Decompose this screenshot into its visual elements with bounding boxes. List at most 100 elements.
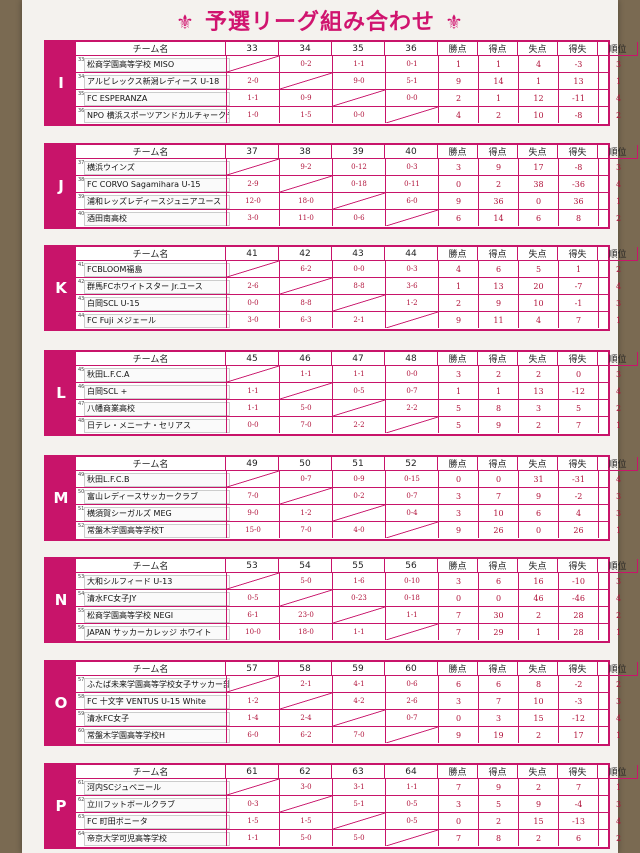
stat-cell: 4 [598, 710, 638, 726]
match-result-cell: 0-9 [279, 90, 332, 106]
group-table-o: O チーム名 57 58 59 60 勝点 得点 失点 得失 順位 57 ふたば未来学園高等学校女子サッ… [44, 660, 638, 746]
team-row: 42 群馬FCホワイトスター Jr.ユース 2-6 8-8 3-6 1 13 20 -7 4 [76, 278, 621, 295]
team-row: 44 FC Fuji メジェール 3-0 6-3 2-1 9 11 4 7 1 [76, 312, 621, 329]
stat-cell: 2 [518, 727, 558, 743]
stat-cell: 0 [438, 710, 478, 726]
stat-cell: 9 [478, 417, 518, 433]
group-table-l: L チーム名 45 46 47 48 勝点 得点 失点 得失 順位 45 秋田L.F.C.A 1-1 1-1… [44, 350, 638, 436]
page-title: ⚜ 予選リーグ組み合わせ ⚜ [176, 10, 464, 35]
team-name: 秋田L.F.C.A [84, 368, 230, 382]
match-column-header: 52 [385, 457, 438, 471]
group-letter: M [46, 457, 76, 539]
match-result-cell: 7-0 [332, 727, 385, 743]
stat-cell: 0 [478, 590, 518, 606]
stat-cell: 6 [478, 261, 518, 277]
group-letter: K [46, 247, 76, 329]
match-column-header: 50 [279, 457, 332, 471]
match-score: 15-0 [245, 526, 261, 534]
stat-cell: 38 [518, 176, 558, 192]
team-number: 38 [78, 177, 85, 183]
match-column-header: 48 [385, 352, 438, 366]
match-column-header: 53 [226, 559, 279, 573]
team-number: 62 [78, 797, 85, 803]
team-name: 富山レディースサッカークラブ [84, 490, 230, 504]
stat-cell: 46 [518, 590, 558, 606]
stat-cell: 2 [478, 366, 518, 382]
stat-column-header: 得失 [558, 765, 598, 779]
match-score: 2-6 [406, 697, 418, 705]
match-score: 9-0 [353, 77, 365, 85]
stat-cell: 3 [438, 159, 478, 175]
stat-cell: 4 [558, 505, 598, 521]
match-score: 5-0 [300, 577, 312, 585]
stat-cell: 4 [598, 813, 638, 829]
team-name-header: チーム名 [76, 247, 226, 261]
stat-cell: 9 [478, 779, 518, 795]
stat-cell: 3 [598, 295, 638, 311]
stat-cell: -2 [558, 488, 598, 504]
match-score: 0-5 [247, 594, 259, 602]
match-score: 18-0 [298, 628, 314, 636]
match-score: 2-1 [300, 680, 312, 688]
self-match-cell [385, 417, 438, 433]
match-score: 0-7 [300, 475, 312, 483]
match-column-header: 33 [226, 42, 279, 56]
match-score: 1-4 [247, 714, 259, 722]
stat-cell: 7 [478, 488, 518, 504]
match-column-header: 36 [385, 42, 438, 56]
stat-cell: -4 [558, 796, 598, 812]
match-score: 10-0 [245, 628, 261, 636]
stat-cell: -11 [558, 90, 598, 106]
match-score: 0-3 [406, 265, 418, 273]
stat-cell: -3 [558, 693, 598, 709]
match-result-cell: 7-0 [226, 488, 279, 504]
team-number: 46 [78, 384, 85, 390]
stat-column-header: 得失 [558, 247, 598, 261]
stat-cell: 3 [598, 573, 638, 589]
match-column-header: 35 [332, 42, 385, 56]
match-score: 8-8 [353, 282, 365, 290]
stat-cell: 7 [478, 693, 518, 709]
team-number: 35 [78, 91, 85, 97]
stat-column-header: 得失 [558, 559, 598, 573]
team-row: 62 立川フットボールクラブ 0-3 5-1 0-5 3 5 9 -4 3 [76, 796, 621, 813]
match-result-cell: 5-0 [332, 830, 385, 846]
stat-column-header: 得点 [478, 457, 518, 471]
match-result-cell: 0-12 [332, 159, 385, 175]
team-number: 45 [78, 367, 85, 373]
match-result-cell: 5-0 [279, 830, 332, 846]
match-result-cell: 6-2 [279, 727, 332, 743]
stat-cell: 13 [478, 278, 518, 294]
team-row: 55 松商学園高等学校 NEGI 6-1 23-0 1-1 7 30 2 28 2 [76, 607, 621, 624]
stat-cell: 2 [598, 107, 638, 123]
match-result-cell: 3-0 [279, 779, 332, 795]
stat-cell: 1 [598, 73, 638, 89]
self-match-cell [226, 676, 279, 692]
stat-cell: 2 [518, 830, 558, 846]
team-name: 白岡SCL U-15 [84, 297, 230, 311]
stat-cell: 10 [478, 505, 518, 521]
team-number: 56 [78, 625, 85, 631]
stat-cell: 7 [438, 607, 478, 623]
match-column-header: 60 [385, 662, 438, 676]
self-match-cell [279, 383, 332, 399]
stat-cell: -36 [558, 176, 598, 192]
match-column-header: 58 [279, 662, 332, 676]
match-column-header: 41 [226, 247, 279, 261]
match-score: 2-9 [247, 180, 259, 188]
stat-cell: 3 [438, 505, 478, 521]
stat-cell: 1 [598, 522, 638, 538]
stat-cell: 2 [598, 400, 638, 416]
match-result-cell: 1-4 [226, 710, 279, 726]
match-score: 5-1 [406, 77, 418, 85]
stat-cell: 1 [518, 73, 558, 89]
match-result-cell: 1-0 [226, 107, 279, 123]
stat-cell: 8 [518, 676, 558, 692]
match-score: 3-0 [300, 783, 312, 791]
match-result-cell: 8-8 [332, 278, 385, 294]
group-table-i: I チーム名 33 34 35 36 勝点 得点 失点 得失 順位 33 松商学園高等学校 MISO 0-… [44, 40, 638, 126]
stat-cell: -10 [558, 573, 598, 589]
match-result-cell: 0-7 [385, 383, 438, 399]
stat-cell: 9 [438, 727, 478, 743]
